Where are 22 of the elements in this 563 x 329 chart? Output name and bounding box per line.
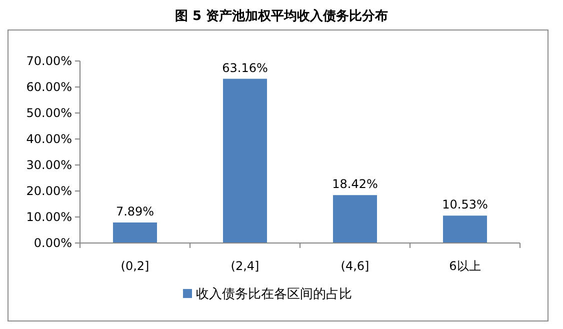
y-tick-label: 50.00%: [26, 106, 72, 120]
y-tick-label: 0.00%: [34, 236, 72, 250]
x-tick-label: (4,6]: [340, 259, 370, 273]
x-tick-label: (2,4]: [230, 259, 260, 273]
y-tick-label: 40.00%: [26, 132, 72, 146]
y-tick-label: 30.00%: [26, 158, 72, 172]
bar: [443, 216, 487, 243]
bar: [333, 195, 377, 243]
y-tick-label: 10.00%: [26, 210, 72, 224]
data-label: 18.42%: [332, 177, 378, 192]
x-tick-label: 6以上: [449, 259, 481, 273]
bar: [223, 78, 267, 243]
x-tick-label: (0,2]: [120, 259, 150, 273]
y-tick-label: 60.00%: [26, 80, 72, 94]
data-label: 63.16%: [222, 60, 268, 75]
data-label: 10.53%: [442, 198, 488, 212]
y-tick-label: 20.00%: [26, 184, 72, 198]
bar: [113, 222, 157, 243]
data-label: 7.89%: [116, 204, 154, 218]
y-tick-label: 70.00%: [26, 54, 72, 68]
chart-title: 图 5 资产池加权平均收入债务比分布: [174, 8, 388, 24]
legend-label: 收入债务比在各区间的占比: [196, 287, 352, 302]
